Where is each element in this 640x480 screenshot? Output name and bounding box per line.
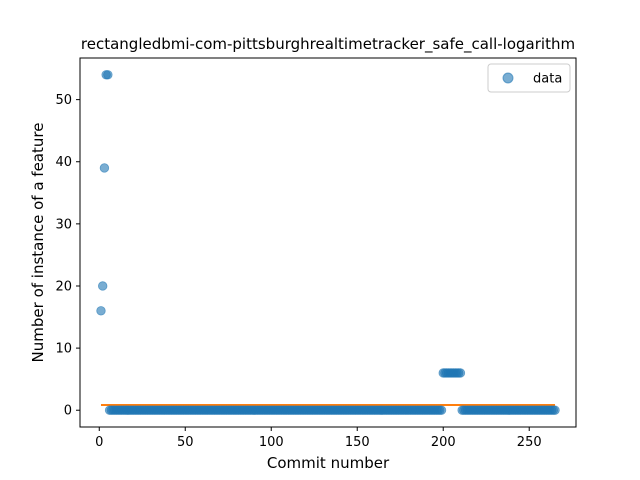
data-points-layer [96,70,560,415]
chart-title: rectangledbmi-com-pittsburghrealtimetrac… [81,35,575,54]
plot-frame [79,57,577,428]
y-tick-label: 40 [55,155,72,170]
data-point [436,405,447,415]
data-point [455,368,466,378]
legend: data [487,63,571,93]
data-point [103,70,113,80]
legend-marker [502,72,514,84]
y-tick-label: 10 [55,342,72,357]
plot-area [80,58,576,427]
x-axis-title: Commit number [267,454,390,472]
x-tick-label: 200 [431,435,456,450]
x-tick-label: 0 [95,435,103,450]
y-tick-label: 30 [55,217,72,232]
x-tick-label: 150 [345,435,370,450]
data-point [99,163,110,173]
legend-label: data [533,72,562,87]
x-tick-label: 250 [517,435,542,450]
y-axis: 0 10 20 30 40 50 [55,93,80,419]
legend-box [487,63,571,93]
x-tick-label: 50 [177,435,194,450]
y-tick-label: 20 [55,279,72,294]
data-point [96,306,106,316]
y-axis-title: Number of instance of a feature [29,123,47,363]
x-tick-label: 100 [259,435,284,450]
data-point [550,405,560,415]
y-tick-label: 0 [64,404,72,419]
y-tick-label: 50 [55,93,72,108]
data-point [97,281,108,291]
x-axis: 0 50 100 150 200 250 [95,427,542,450]
